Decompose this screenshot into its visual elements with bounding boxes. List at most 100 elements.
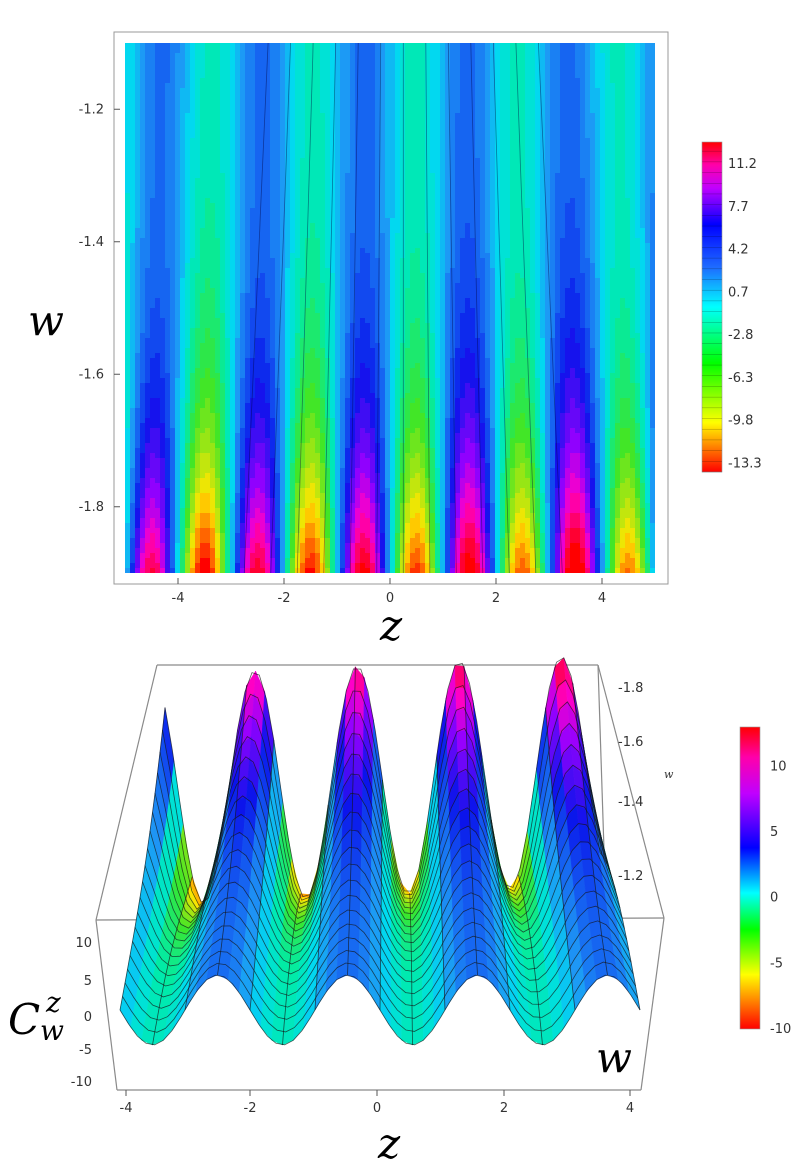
contour-cell	[300, 88, 306, 94]
contour-cell	[255, 113, 261, 119]
contour-cell	[335, 213, 341, 219]
contour-cell	[125, 128, 131, 134]
contour-cell	[130, 218, 136, 224]
contour-cell	[190, 233, 196, 239]
contour-cell	[360, 58, 366, 64]
contour-cell	[300, 178, 306, 184]
contour-cell	[245, 223, 251, 229]
contour-cell	[205, 428, 211, 434]
contour-cell	[250, 178, 256, 184]
contour-cell	[330, 198, 336, 204]
contour-cell	[145, 183, 151, 189]
contour-cell	[310, 268, 316, 274]
contour-cell	[220, 68, 226, 74]
contour-cell	[155, 518, 161, 524]
contour-cell	[170, 508, 176, 514]
contour-cell	[250, 313, 256, 319]
contour-cell	[160, 548, 166, 554]
contour-cell	[140, 138, 146, 144]
contour-cell	[265, 228, 271, 234]
contour-cell	[195, 298, 201, 304]
contour-cell	[175, 498, 181, 504]
contour-cell	[215, 148, 221, 154]
contour-cell	[135, 73, 141, 79]
contour-cell	[185, 473, 191, 479]
contour-cell	[220, 453, 226, 459]
contour-cell	[290, 423, 296, 429]
contour-cell	[155, 523, 161, 529]
contour-cell	[230, 178, 236, 184]
contour-cell	[255, 123, 261, 129]
contour-cell	[300, 233, 306, 239]
contour-cell	[325, 148, 331, 154]
contour-cell	[260, 228, 266, 234]
contour-cell	[145, 123, 151, 129]
contour-cell	[330, 528, 336, 534]
contour-cell	[215, 463, 221, 469]
contour-cell	[255, 213, 261, 219]
contour-cell	[160, 398, 166, 404]
contour-cell	[220, 43, 226, 49]
contour-cell	[205, 378, 211, 384]
contour-cell	[335, 253, 341, 259]
contour-cell	[210, 333, 216, 339]
contour-cell	[160, 428, 166, 434]
contour-cell	[305, 348, 311, 354]
contour-cell	[250, 293, 256, 299]
contour-cell	[230, 183, 236, 189]
contour-cell	[245, 393, 251, 399]
contour-cell	[165, 493, 171, 499]
contour-cell	[350, 233, 356, 239]
contour-cell	[195, 228, 201, 234]
contour-cell	[345, 443, 351, 449]
contour-cell	[200, 453, 206, 459]
contour-cell	[190, 63, 196, 69]
contour-cell	[135, 308, 141, 314]
contour-cell	[305, 318, 311, 324]
contour-cell	[125, 503, 131, 509]
contour-cell	[190, 478, 196, 484]
contour-cell	[285, 358, 291, 364]
contour-cell	[170, 403, 176, 409]
contour-cell	[210, 368, 216, 374]
contour-cell	[190, 563, 196, 569]
contour-cell	[160, 378, 166, 384]
contour-cell	[310, 193, 316, 199]
contour-cell	[240, 433, 246, 439]
contour-cell	[125, 353, 131, 359]
contour-cell	[200, 328, 206, 334]
contour-cell	[305, 198, 311, 204]
contour-cell	[185, 238, 191, 244]
contour-cell	[250, 298, 256, 304]
contour-cell	[335, 503, 341, 509]
contour-cell	[155, 373, 161, 379]
contour-cell	[295, 163, 301, 169]
contour-cell	[260, 248, 266, 254]
contour-cell	[180, 168, 186, 174]
contour-cell	[180, 488, 186, 494]
contour-cell	[280, 273, 286, 279]
contour-cell	[210, 243, 216, 249]
contour-cell	[270, 243, 276, 249]
contour-cell	[185, 463, 191, 469]
contour-cell	[270, 248, 276, 254]
contour-cell	[280, 113, 286, 119]
contour-cell	[125, 483, 131, 489]
contour-cell	[190, 453, 196, 459]
contour-cell	[205, 508, 211, 514]
contour-cell	[245, 68, 251, 74]
contour-cell	[160, 493, 166, 499]
contour-cell	[220, 58, 226, 64]
contour-cell	[220, 258, 226, 264]
contour-cell	[310, 318, 316, 324]
contour-cell	[295, 243, 301, 249]
contour-cell	[195, 413, 201, 419]
contour-cell	[310, 368, 316, 374]
contour-cell	[230, 518, 236, 524]
contour-cell	[260, 468, 266, 474]
contour-cell	[325, 108, 331, 114]
contour-cell	[235, 528, 241, 534]
contour-cell	[215, 328, 221, 334]
contour-cell	[275, 408, 281, 414]
contour-cell	[245, 423, 251, 429]
